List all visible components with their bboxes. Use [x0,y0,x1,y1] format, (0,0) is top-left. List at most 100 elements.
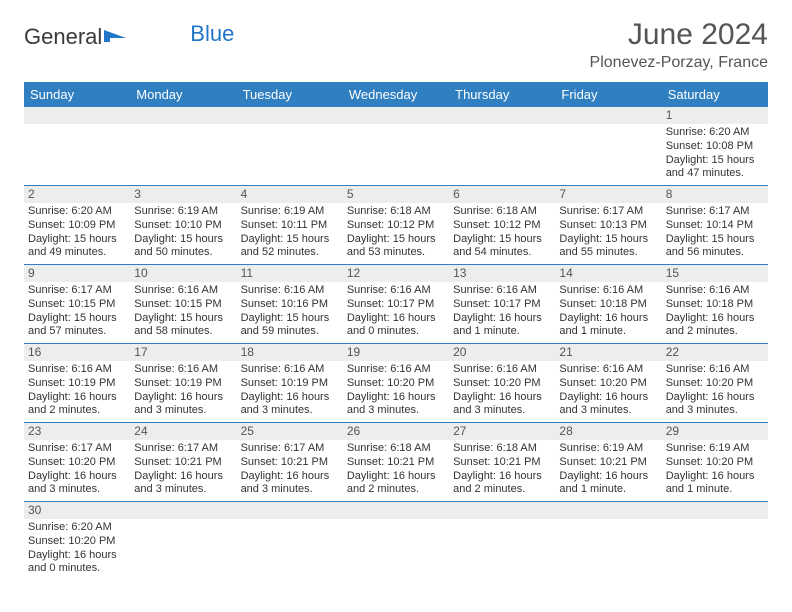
calendar-cell [449,107,555,186]
sunrise-text: Sunrise: 6:17 AM [134,442,232,456]
calendar-row: 16Sunrise: 6:16 AMSunset: 10:19 PMDaylig… [24,344,768,423]
sunrise-text: Sunrise: 6:17 AM [241,442,339,456]
day-number [237,502,343,519]
daylight-text: Daylight: 16 hours and 2 minutes. [666,312,764,340]
day-number: 8 [662,186,768,203]
calendar-cell [449,502,555,581]
day-number: 13 [449,265,555,282]
daylight-text: Daylight: 15 hours and 55 minutes. [559,233,657,261]
daylight-text: Daylight: 16 hours and 1 minute. [666,470,764,498]
day-number [130,107,236,124]
sunset-text: Sunset: 10:08 PM [666,140,764,154]
sunset-text: Sunset: 10:19 PM [241,377,339,391]
calendar-cell: 21Sunrise: 6:16 AMSunset: 10:20 PMDaylig… [555,344,661,423]
calendar-cell [343,502,449,581]
day-number: 25 [237,423,343,440]
calendar-cell: 9Sunrise: 6:17 AMSunset: 10:15 PMDayligh… [24,265,130,344]
sunrise-text: Sunrise: 6:17 AM [559,205,657,219]
sunrise-text: Sunrise: 6:16 AM [666,363,764,377]
day-number: 17 [130,344,236,361]
daylight-text: Daylight: 15 hours and 57 minutes. [28,312,126,340]
daylight-text: Daylight: 16 hours and 3 minutes. [241,391,339,419]
calendar-cell: 29Sunrise: 6:19 AMSunset: 10:20 PMDaylig… [662,423,768,502]
day-number: 27 [449,423,555,440]
day-number: 30 [24,502,130,519]
sunset-text: Sunset: 10:18 PM [559,298,657,312]
calendar-row: 9Sunrise: 6:17 AMSunset: 10:15 PMDayligh… [24,265,768,344]
sunrise-text: Sunrise: 6:16 AM [347,284,445,298]
sunrise-text: Sunrise: 6:19 AM [134,205,232,219]
sunrise-text: Sunrise: 6:18 AM [347,442,445,456]
day-number: 16 [24,344,130,361]
day-number: 18 [237,344,343,361]
sunrise-text: Sunrise: 6:20 AM [666,126,764,140]
title-block: June 2024 Plonevez-Porzay, France [590,18,768,72]
brand-part2: Blue [190,21,234,47]
calendar-cell: 8Sunrise: 6:17 AMSunset: 10:14 PMDayligh… [662,186,768,265]
brand-logo: General Blue [24,18,234,50]
daylight-text: Daylight: 16 hours and 3 minutes. [28,470,126,498]
day-number: 29 [662,423,768,440]
calendar-cell: 23Sunrise: 6:17 AMSunset: 10:20 PMDaylig… [24,423,130,502]
day-number: 12 [343,265,449,282]
calendar-cell: 2Sunrise: 6:20 AMSunset: 10:09 PMDayligh… [24,186,130,265]
daylight-text: Daylight: 16 hours and 1 minute. [559,470,657,498]
sunrise-text: Sunrise: 6:16 AM [559,284,657,298]
daylight-text: Daylight: 16 hours and 1 minute. [559,312,657,340]
calendar-cell [130,502,236,581]
page-header: General Blue June 2024 Plonevez-Porzay, … [24,18,768,72]
calendar-cell: 3Sunrise: 6:19 AMSunset: 10:10 PMDayligh… [130,186,236,265]
day-number [449,107,555,124]
calendar-cell [130,107,236,186]
sunset-text: Sunset: 10:12 PM [347,219,445,233]
calendar-cell: 25Sunrise: 6:17 AMSunset: 10:21 PMDaylig… [237,423,343,502]
calendar-table: Sunday Monday Tuesday Wednesday Thursday… [24,82,768,580]
location-label: Plonevez-Porzay, France [590,54,768,72]
daylight-text: Daylight: 16 hours and 0 minutes. [347,312,445,340]
sunrise-text: Sunrise: 6:18 AM [453,205,551,219]
sunset-text: Sunset: 10:19 PM [28,377,126,391]
day-number [130,502,236,519]
day-number: 28 [555,423,661,440]
calendar-cell: 5Sunrise: 6:18 AMSunset: 10:12 PMDayligh… [343,186,449,265]
sunset-text: Sunset: 10:21 PM [559,456,657,470]
sunset-text: Sunset: 10:12 PM [453,219,551,233]
sunset-text: Sunset: 10:15 PM [28,298,126,312]
sunrise-text: Sunrise: 6:17 AM [666,205,764,219]
daylight-text: Daylight: 16 hours and 3 minutes. [134,391,232,419]
brand-part1: General [24,24,102,50]
sunset-text: Sunset: 10:21 PM [453,456,551,470]
day-number: 9 [24,265,130,282]
sunset-text: Sunset: 10:17 PM [453,298,551,312]
day-number [555,502,661,519]
sunset-text: Sunset: 10:09 PM [28,219,126,233]
calendar-cell: 7Sunrise: 6:17 AMSunset: 10:13 PMDayligh… [555,186,661,265]
sunrise-text: Sunrise: 6:16 AM [559,363,657,377]
daylight-text: Daylight: 16 hours and 2 minutes. [347,470,445,498]
sunset-text: Sunset: 10:15 PM [134,298,232,312]
calendar-cell: 18Sunrise: 6:16 AMSunset: 10:19 PMDaylig… [237,344,343,423]
sunrise-text: Sunrise: 6:20 AM [28,521,126,535]
sunrise-text: Sunrise: 6:16 AM [28,363,126,377]
calendar-cell: 28Sunrise: 6:19 AMSunset: 10:21 PMDaylig… [555,423,661,502]
calendar-cell: 26Sunrise: 6:18 AMSunset: 10:21 PMDaylig… [343,423,449,502]
calendar-row: 30Sunrise: 6:20 AMSunset: 10:20 PMDaylig… [24,502,768,581]
sunrise-text: Sunrise: 6:16 AM [241,284,339,298]
calendar-cell [343,107,449,186]
sunrise-text: Sunrise: 6:16 AM [134,284,232,298]
calendar-cell [237,502,343,581]
sunset-text: Sunset: 10:19 PM [134,377,232,391]
sunrise-text: Sunrise: 6:16 AM [347,363,445,377]
daylight-text: Daylight: 15 hours and 58 minutes. [134,312,232,340]
sunrise-text: Sunrise: 6:20 AM [28,205,126,219]
day-number: 22 [662,344,768,361]
calendar-cell: 30Sunrise: 6:20 AMSunset: 10:20 PMDaylig… [24,502,130,581]
day-header: Monday [130,82,236,107]
sunset-text: Sunset: 10:20 PM [453,377,551,391]
flag-icon [104,28,130,46]
daylight-text: Daylight: 16 hours and 3 minutes. [241,470,339,498]
calendar-cell [555,107,661,186]
daylight-text: Daylight: 15 hours and 53 minutes. [347,233,445,261]
calendar-cell: 4Sunrise: 6:19 AMSunset: 10:11 PMDayligh… [237,186,343,265]
page-title: June 2024 [590,18,768,52]
